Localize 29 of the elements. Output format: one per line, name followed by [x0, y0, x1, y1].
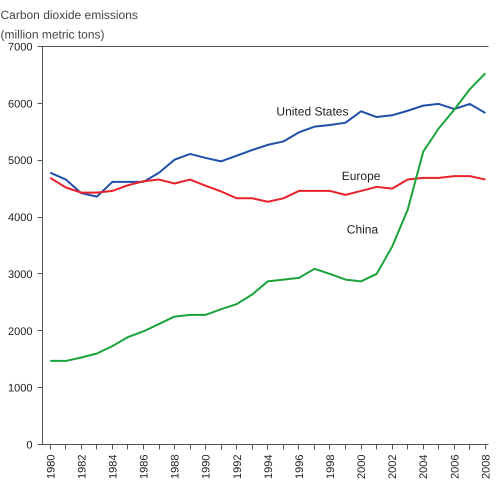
series-label: United States	[276, 104, 348, 119]
x-tick-label: 1980	[45, 454, 58, 479]
x-tick-label: 1992	[232, 454, 244, 479]
x-tick-label: 1990	[200, 454, 213, 479]
x-tick-label: 1986	[138, 454, 151, 479]
x-tick-label: 1988	[170, 454, 182, 479]
y-axis-title: Carbon dioxide emissions (million metric tons)	[0, 8, 138, 42]
line-series	[49, 102, 486, 198]
y-tick-label: 4000	[8, 212, 33, 224]
y-tick-label: 5000	[8, 155, 33, 168]
series-label: Europe	[342, 168, 381, 183]
line-series	[49, 72, 486, 362]
x-tick-label: 1982	[76, 454, 88, 479]
x-tick-label: 1996	[294, 454, 306, 479]
y-tick-label: 0	[26, 440, 33, 452]
x-tick-label: 2004	[418, 454, 430, 479]
y-tick-label: 3000	[8, 268, 33, 281]
x-tick-label: 1994	[262, 454, 275, 479]
x-tick-label: 2002	[387, 454, 400, 479]
y-tick-label: 2000	[8, 326, 33, 338]
y-tick-label: 1000	[8, 382, 33, 395]
y-tick-label: 7000	[8, 42, 33, 54]
x-tick-label: 2006	[449, 454, 462, 479]
x-tick-label: 2000	[356, 454, 368, 479]
y-tick-label: 6000	[8, 98, 33, 110]
x-tick-label: 1998	[324, 454, 337, 479]
x-tick-label: 2008	[480, 454, 492, 479]
series-label: China	[346, 222, 378, 237]
x-tick-label: 1984	[107, 454, 120, 479]
